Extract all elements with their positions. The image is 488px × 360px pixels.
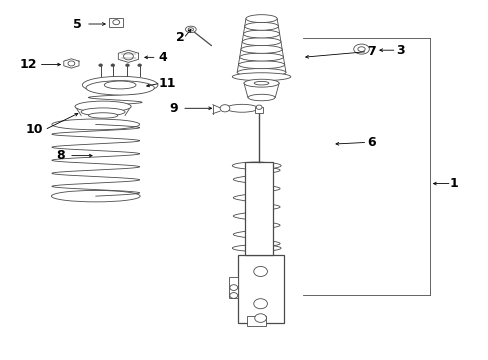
Circle shape [253, 266, 267, 276]
Ellipse shape [247, 94, 274, 101]
Circle shape [68, 61, 75, 66]
Ellipse shape [188, 28, 193, 31]
Ellipse shape [82, 76, 158, 94]
Ellipse shape [51, 190, 140, 202]
Text: 2: 2 [175, 31, 184, 44]
Text: 5: 5 [73, 18, 82, 31]
Circle shape [138, 64, 142, 67]
Text: 12: 12 [20, 58, 37, 71]
Text: 8: 8 [56, 149, 65, 162]
Ellipse shape [104, 81, 136, 89]
Ellipse shape [254, 81, 268, 85]
Ellipse shape [238, 61, 284, 69]
Text: 1: 1 [449, 177, 458, 190]
Ellipse shape [81, 108, 125, 116]
Circle shape [99, 64, 102, 67]
Ellipse shape [185, 26, 196, 33]
Text: 6: 6 [366, 136, 375, 149]
Circle shape [229, 285, 237, 291]
Circle shape [220, 105, 229, 112]
Ellipse shape [86, 81, 154, 95]
Circle shape [113, 20, 120, 25]
Ellipse shape [357, 47, 365, 51]
Ellipse shape [243, 30, 279, 38]
Ellipse shape [88, 113, 118, 118]
Ellipse shape [237, 68, 285, 76]
Text: 7: 7 [366, 45, 375, 58]
Bar [246, 316, 266, 326]
Text: 10: 10 [25, 123, 42, 136]
Bar [229, 277, 238, 298]
Ellipse shape [232, 245, 281, 251]
Circle shape [254, 314, 266, 322]
Text: 9: 9 [169, 102, 178, 115]
Circle shape [229, 293, 237, 298]
Text: 3: 3 [395, 44, 404, 57]
Circle shape [123, 53, 133, 60]
Text: 4: 4 [158, 51, 166, 64]
Circle shape [111, 64, 115, 67]
Ellipse shape [226, 104, 257, 112]
Ellipse shape [52, 119, 140, 130]
Circle shape [256, 105, 262, 109]
Ellipse shape [241, 45, 282, 53]
Circle shape [125, 64, 129, 67]
Bar [255, 107, 263, 113]
Ellipse shape [244, 79, 279, 87]
Ellipse shape [353, 44, 368, 54]
Ellipse shape [232, 162, 281, 169]
Bar [109, 18, 123, 27]
Bar [238, 255, 283, 323]
Ellipse shape [232, 73, 290, 81]
Circle shape [253, 299, 267, 309]
Ellipse shape [245, 15, 277, 23]
Ellipse shape [239, 53, 283, 61]
Text: 11: 11 [159, 77, 176, 90]
Ellipse shape [244, 22, 278, 30]
Ellipse shape [75, 101, 131, 112]
Bar [245, 162, 272, 255]
Ellipse shape [242, 38, 281, 46]
